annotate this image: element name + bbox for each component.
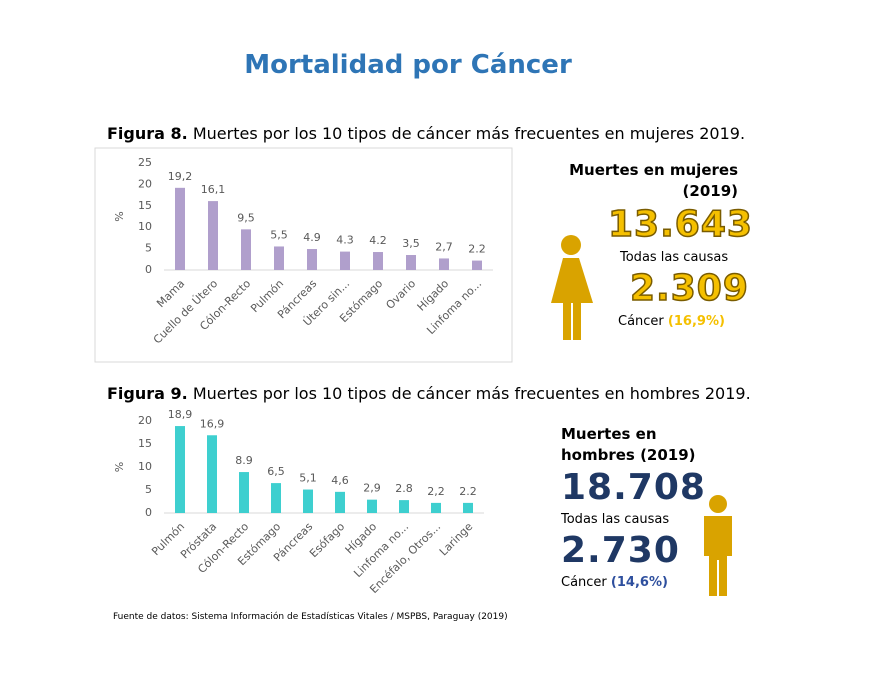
value-label: 4,6 (331, 474, 349, 487)
bar (431, 502, 441, 513)
y-axis-label: % (113, 211, 126, 221)
bar (175, 187, 185, 270)
value-label: 2.2 (468, 243, 486, 256)
bar (271, 483, 281, 513)
y-tick-label: 10 (138, 220, 152, 233)
y-axis-label: % (113, 462, 126, 472)
info-cancer-label: Cáncer (561, 575, 607, 590)
info-cancer: 2.309 (629, 267, 749, 310)
info-heading-text: Muertes en (561, 425, 657, 443)
y-tick-label: 15 (138, 437, 152, 450)
figure-label: Figura 8. (107, 124, 188, 143)
x-tick-label: Esófago (307, 520, 347, 560)
info-heading: Muertes en mujeres (2019) (548, 160, 738, 202)
value-label: 9,5 (237, 211, 255, 224)
bar (241, 229, 251, 270)
bar (367, 499, 377, 513)
bar (303, 489, 313, 513)
info-cancer-pct: (16,9%) (667, 314, 725, 329)
value-label: 5,5 (270, 228, 288, 241)
value-label: 2.2 (459, 485, 477, 498)
y-tick-label: 0 (145, 506, 152, 519)
info-cancer-line: Cáncer (14,6%) (561, 575, 668, 590)
bar (373, 252, 383, 270)
bar (399, 500, 409, 513)
man-icon (704, 495, 732, 596)
bar (463, 502, 473, 513)
value-label: 16,9 (200, 417, 225, 430)
info-total: 18.708 (561, 467, 706, 508)
y-tick-label: 20 (138, 414, 152, 427)
bar (335, 491, 345, 513)
bar (406, 255, 416, 270)
value-label: 4.2 (369, 234, 387, 247)
chart-frame (94, 147, 513, 363)
info-cancer-pct: (14,6%) (610, 575, 668, 590)
bar (239, 472, 249, 513)
bar (208, 201, 218, 270)
figure-caption: Figura 9. Muertes por los 10 tipos de cá… (107, 384, 751, 403)
value-label: 2,2 (427, 485, 445, 498)
info-year: (2019) (682, 182, 738, 200)
bar (472, 260, 482, 270)
figure-caption: Figura 8. Muertes por los 10 tipos de cá… (107, 124, 745, 143)
figure-text: Muertes por los 10 tipos de cáncer más f… (192, 384, 751, 403)
x-tick-label: Laringe (437, 520, 475, 558)
info-year: hombres (2019) (561, 446, 696, 464)
bar (207, 435, 217, 513)
y-tick-label: 5 (145, 242, 152, 255)
info-cancer: 2.730 (561, 530, 680, 571)
value-label: 16,1 (201, 183, 226, 196)
page-title: Mortalidad por Cáncer (244, 50, 572, 80)
value-label: 4.9 (303, 231, 321, 244)
bar (340, 251, 350, 270)
info-cancer-label: Cáncer (618, 314, 664, 329)
info-heading-text: Muertes en mujeres (569, 161, 738, 179)
bar (307, 249, 317, 270)
bar (274, 246, 284, 270)
value-label: 8.9 (235, 454, 253, 467)
value-label: 19,2 (168, 170, 193, 183)
bar (439, 258, 449, 270)
value-label: 18,9 (168, 408, 193, 421)
info-total-label: Todas las causas (620, 250, 729, 265)
source-note: Fuente de datos: Sistema Información de … (113, 612, 508, 622)
figure-text: Muertes por los 10 tipos de cáncer más f… (192, 124, 746, 143)
x-tick-label: Ovario (383, 277, 418, 312)
info-heading: Muertes en hombres (2019) (561, 424, 696, 466)
value-label: 2.8 (395, 482, 413, 495)
value-label: 2,7 (435, 240, 453, 253)
value-label: 6,5 (267, 465, 285, 478)
figure-label: Figura 9. (107, 384, 188, 403)
value-label: 4.3 (336, 234, 354, 247)
bar (175, 426, 185, 513)
y-tick-label: 0 (145, 263, 152, 276)
info-cancer-line: Cáncer (16,9%) (618, 314, 725, 329)
y-tick-label: 15 (138, 199, 152, 212)
y-tick-label: 5 (145, 483, 152, 496)
value-label: 2,9 (363, 482, 381, 495)
info-total: 13.643 (607, 203, 753, 246)
value-label: 3,5 (402, 237, 420, 250)
info-total-label: Todas las causas (561, 512, 670, 527)
woman-icon (551, 235, 593, 340)
value-label: 5,1 (299, 472, 317, 485)
y-tick-label: 20 (138, 177, 152, 190)
y-tick-label: 10 (138, 460, 152, 473)
y-tick-label: 25 (138, 156, 152, 169)
